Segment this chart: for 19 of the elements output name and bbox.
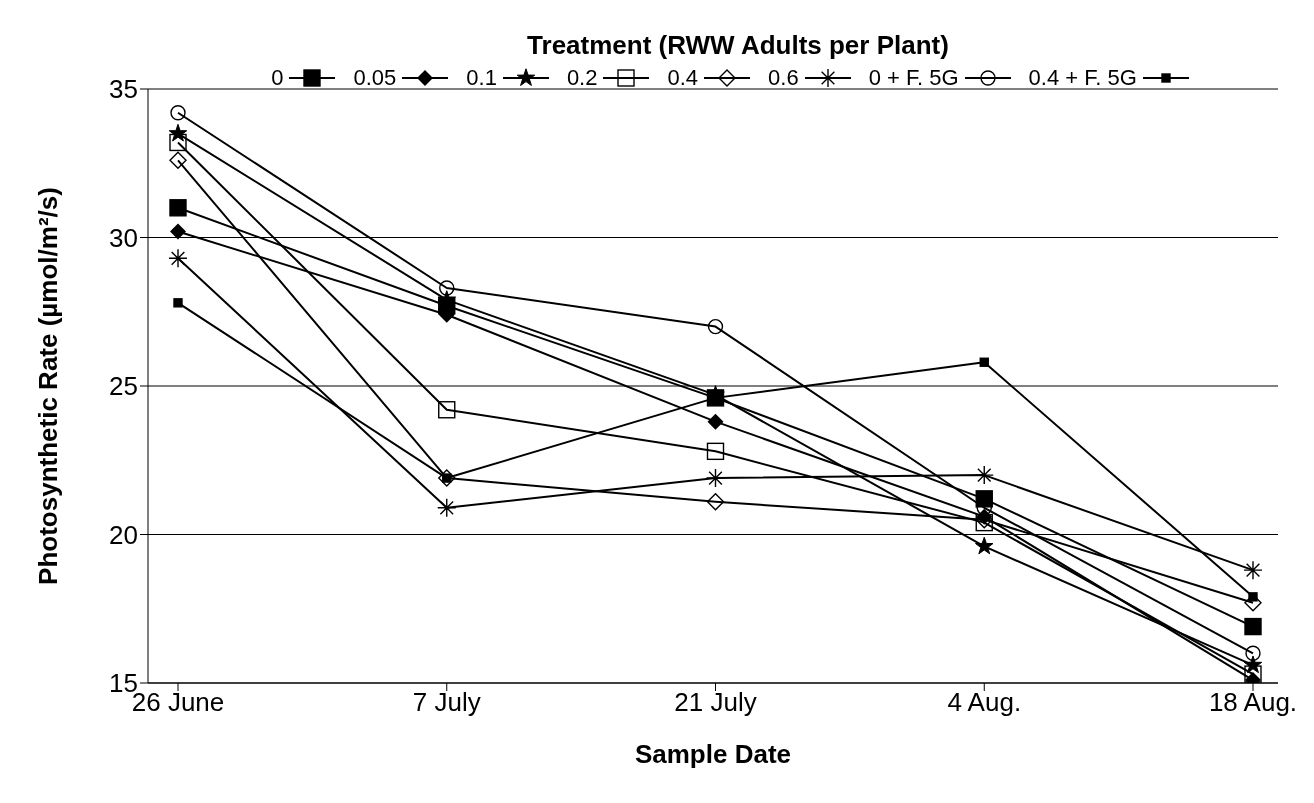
- legend-label: 0: [271, 65, 284, 91]
- y-tick-label: 20: [109, 519, 138, 550]
- y-axis-title: Photosynthetic Rate (µmol/m²/s): [33, 187, 64, 585]
- x-tick-label: 4 Aug.: [947, 687, 1022, 718]
- legend-label: 0.4: [667, 65, 699, 91]
- y-tick-label: 30: [109, 222, 138, 253]
- y-tick-label: 35: [109, 74, 138, 105]
- x-axis-title: Sample Date: [634, 739, 792, 769]
- legend-label: 0.1: [466, 65, 497, 91]
- x-tick-label: 18 Aug.: [1208, 687, 1298, 718]
- legend-label: 0.6: [768, 65, 799, 91]
- y-tick-label: 25: [109, 371, 138, 402]
- legend-label: 0.4 + F. 5G: [1028, 65, 1137, 91]
- x-tick-label: 21 July: [674, 687, 757, 718]
- legend-label: 0.05: [353, 65, 397, 91]
- legend-title: Treatment (RWW Adults per Plant): [526, 30, 950, 61]
- legend-label: 0.2: [566, 65, 598, 91]
- legend-label: 0 + F. 5G: [868, 65, 959, 91]
- x-tick-label: 7 July: [412, 687, 481, 718]
